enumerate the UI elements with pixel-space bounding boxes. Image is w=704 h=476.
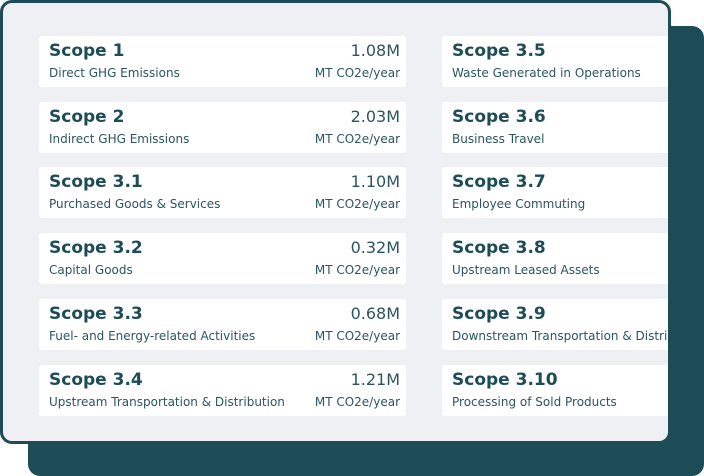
scope-title: Scope 1 bbox=[49, 41, 125, 61]
scope-title: Scope 3.7 bbox=[452, 172, 546, 192]
scope-card-1[interactable]: Scope 1 Direct GHG Emissions 1.08M MT CO… bbox=[39, 36, 406, 87]
scope-title: Scope 3.1 bbox=[49, 172, 143, 192]
scope-subtitle: Waste Generated in Operations bbox=[452, 66, 641, 80]
scope-card-3-5[interactable]: Scope 3.5 Waste Generated in Operations bbox=[442, 36, 668, 87]
scope-title: Scope 3.9 bbox=[452, 304, 546, 324]
scope-value: 1.10M bbox=[350, 172, 400, 191]
scope-value: 2.03M bbox=[350, 107, 400, 126]
scope-subtitle: Purchased Goods & Services bbox=[49, 197, 221, 211]
scope-title: Scope 3.8 bbox=[452, 238, 546, 258]
scope-title: Scope 3.6 bbox=[452, 107, 546, 127]
scope-title: Scope 3.2 bbox=[49, 238, 143, 258]
scope-card-3-6[interactable]: Scope 3.6 Business Travel bbox=[442, 102, 668, 153]
scope-value: 0.68M bbox=[350, 304, 400, 323]
scope-unit: MT CO2e/year bbox=[314, 395, 400, 409]
scope-card-3-4[interactable]: Scope 3.4 Upstream Transportation & Dist… bbox=[39, 365, 406, 416]
scope-unit: MT CO2e/year bbox=[314, 329, 400, 343]
scope-card-3-9[interactable]: Scope 3.9 Downstream Transportation & Di… bbox=[442, 299, 671, 350]
scope-value: 1.21M bbox=[350, 370, 400, 389]
scope-card-2[interactable]: Scope 2 Indirect GHG Emissions 2.03M MT … bbox=[39, 102, 406, 153]
scope-subtitle: Upstream Transportation & Distribution bbox=[49, 395, 285, 409]
scope-unit: MT CO2e/year bbox=[314, 132, 400, 146]
emissions-panel: Scope 1 Direct GHG Emissions 1.08M MT CO… bbox=[0, 0, 671, 444]
scope-subtitle: Business Travel bbox=[452, 132, 545, 146]
scope-card-3-7[interactable]: Scope 3.7 Employee Commuting bbox=[442, 167, 668, 218]
scope-subtitle: Fuel- and Energy-related Activities bbox=[49, 329, 256, 343]
scope-title: Scope 3.4 bbox=[49, 370, 143, 390]
scope-subtitle: Downstream Transportation & Distrib bbox=[452, 329, 671, 343]
scope-card-3-10[interactable]: Scope 3.10 Processing of Sold Products bbox=[442, 365, 668, 416]
scope-card-3-3[interactable]: Scope 3.3 Fuel- and Energy-related Activ… bbox=[39, 299, 406, 350]
scope-title: Scope 3.3 bbox=[49, 304, 143, 324]
scope-card-3-2[interactable]: Scope 3.2 Capital Goods 0.32M MT CO2e/ye… bbox=[39, 233, 406, 284]
scope-value: 1.08M bbox=[350, 41, 400, 60]
scope-unit: MT CO2e/year bbox=[314, 197, 400, 211]
scope-subtitle: Indirect GHG Emissions bbox=[49, 132, 190, 146]
scope-subtitle: Employee Commuting bbox=[452, 197, 586, 211]
scope-subtitle: Processing of Sold Products bbox=[452, 395, 617, 409]
scope-unit: MT CO2e/year bbox=[314, 66, 400, 80]
scope-subtitle: Capital Goods bbox=[49, 263, 133, 277]
scope-value: 0.32M bbox=[350, 238, 400, 257]
scope-unit: MT CO2e/year bbox=[314, 263, 400, 277]
scope-card-3-1[interactable]: Scope 3.1 Purchased Goods & Services 1.1… bbox=[39, 167, 406, 218]
scope-title: Scope 3.10 bbox=[452, 370, 558, 390]
scope-subtitle: Direct GHG Emissions bbox=[49, 66, 180, 80]
scope-title: Scope 3.5 bbox=[452, 41, 546, 61]
scope-card-3-8[interactable]: Scope 3.8 Upstream Leased Assets bbox=[442, 233, 668, 284]
scope-subtitle: Upstream Leased Assets bbox=[452, 263, 600, 277]
scope-title: Scope 2 bbox=[49, 107, 125, 127]
